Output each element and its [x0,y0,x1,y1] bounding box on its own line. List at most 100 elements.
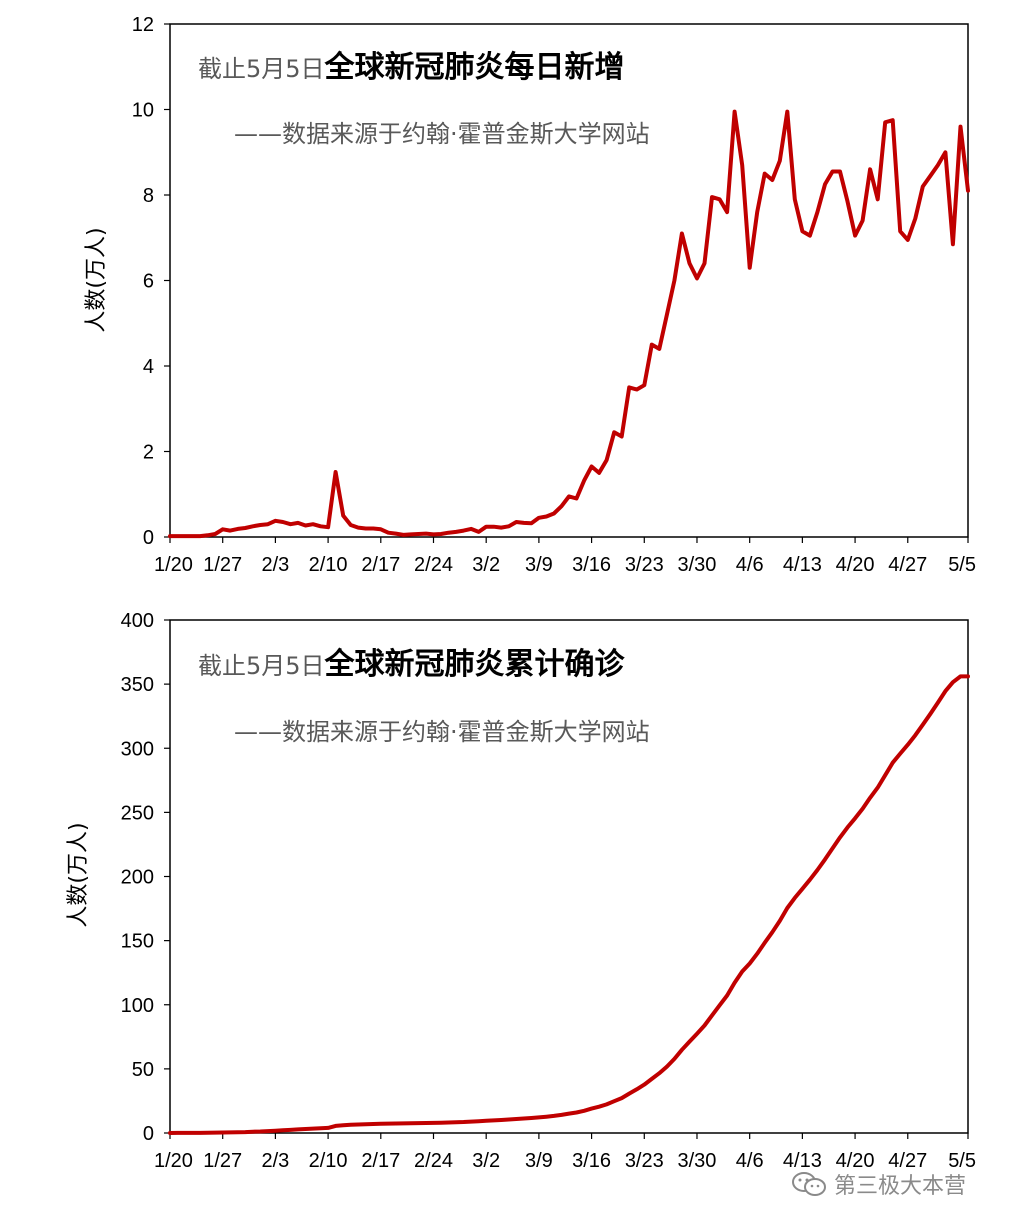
data-point [349,523,352,527]
y-tick-label: 6 [143,271,154,293]
data-point [191,1131,194,1135]
x-tick-label: 3/16 [572,554,611,576]
x-tick-label: 2/24 [414,1150,453,1172]
x-tick-label: 2/17 [361,554,400,576]
data-point [823,858,827,861]
data-point [710,1014,714,1017]
y-tick-label: 0 [143,527,154,549]
data-point [876,786,879,789]
data-point [718,1004,721,1007]
x-tick-label: 3/30 [678,554,717,576]
data-point [853,234,857,237]
data-point [183,1131,187,1135]
y-tick-label: 350 [121,674,154,696]
data-point [439,532,443,536]
data-point [808,878,812,881]
cumulative-chart-svg: 0 50 100 150 200 250 300 350 400 1/20 1/27 2/3 2/10 2… [66,610,976,1172]
data-point [891,119,894,122]
plot-frame [169,619,969,1134]
data-point [673,1057,676,1061]
x-tick-label: 2/3 [261,554,289,576]
data-point [876,198,879,201]
data-point [620,1096,623,1100]
data-point [846,200,849,203]
data-point [831,170,834,173]
data-point [379,528,382,531]
y-axis-label: 人数(万人) [66,822,91,927]
data-point [198,534,202,538]
data-point [741,970,744,973]
data-point [846,826,849,829]
x-tick-label: 3/23 [625,1150,664,1172]
data-point [214,1131,217,1134]
data-point [342,514,345,517]
data-point [597,1105,601,1108]
x-tick-label: 3/2 [472,554,500,576]
y-tick-label: 4 [143,356,154,378]
data-point [259,523,262,527]
data-point [191,534,194,538]
x-tick-label: 3/2 [472,1150,500,1172]
data-point [206,534,209,537]
chart-subtitle: ——数据来源于约翰·霍普金斯大学网站 [234,120,650,148]
x-tick-label: 4/20 [836,1150,875,1172]
data-point [643,384,646,387]
data-point [168,1131,172,1135]
data-point [296,1128,300,1131]
data-point [176,1131,179,1135]
data-point [229,1131,232,1134]
chart-title-prefix: 截止5月5日 [198,55,325,83]
data-point [304,524,307,527]
data-point [582,479,586,482]
y-tick-label: 0 [143,1123,154,1145]
data-point [462,1120,465,1124]
data-point [394,1122,397,1125]
data-point [198,1131,202,1135]
data-point [168,534,172,538]
data-point [688,1040,691,1043]
data-point [319,1127,322,1130]
data-point [259,1130,262,1133]
data-point [899,230,902,233]
x-tick-label: 4/27 [888,1150,927,1172]
data-point [500,1118,503,1122]
x-tick-label: 4/6 [736,554,764,576]
data-point [771,178,774,182]
data-point [921,723,924,726]
x-tick-label: 1/20 [154,1150,193,1172]
y-tick-label: 300 [121,738,154,760]
data-point [906,743,909,746]
data-point [613,431,616,434]
data-point [763,941,766,944]
daily-new-cases-chart: 0 2 4 6 8 10 12 1/20 1/27 2/3 2/10 2/17 2/24 3/2 3/9 3/… [0,0,1024,590]
watermark-text: 第三极大本营 [834,1174,967,1199]
data-point [635,388,638,391]
data-point [816,210,819,214]
data-point [560,505,563,508]
data-point [402,533,405,537]
chart-title-prefix: 截止5月5日 [198,652,325,680]
data-point [357,526,360,529]
data-point [319,525,322,528]
data-point [244,1130,247,1134]
data-point [884,121,887,124]
data-point [402,1122,405,1125]
data-point [658,347,661,351]
data-point [236,527,239,531]
data-point [853,817,857,820]
y-tick-label: 12 [132,14,154,36]
data-point [221,1131,224,1134]
data-point [214,532,217,536]
data-point [628,386,631,389]
data-point [914,217,917,220]
data-point [387,531,390,534]
data-point [914,734,917,737]
data-point [695,277,699,280]
data-point [183,534,187,538]
data-point [665,313,669,316]
data-point [274,1129,277,1132]
y-tick-label: 50 [132,1059,154,1081]
data-point [221,528,224,531]
x-tick-label: 3/16 [572,1150,611,1172]
data-point [966,675,970,678]
